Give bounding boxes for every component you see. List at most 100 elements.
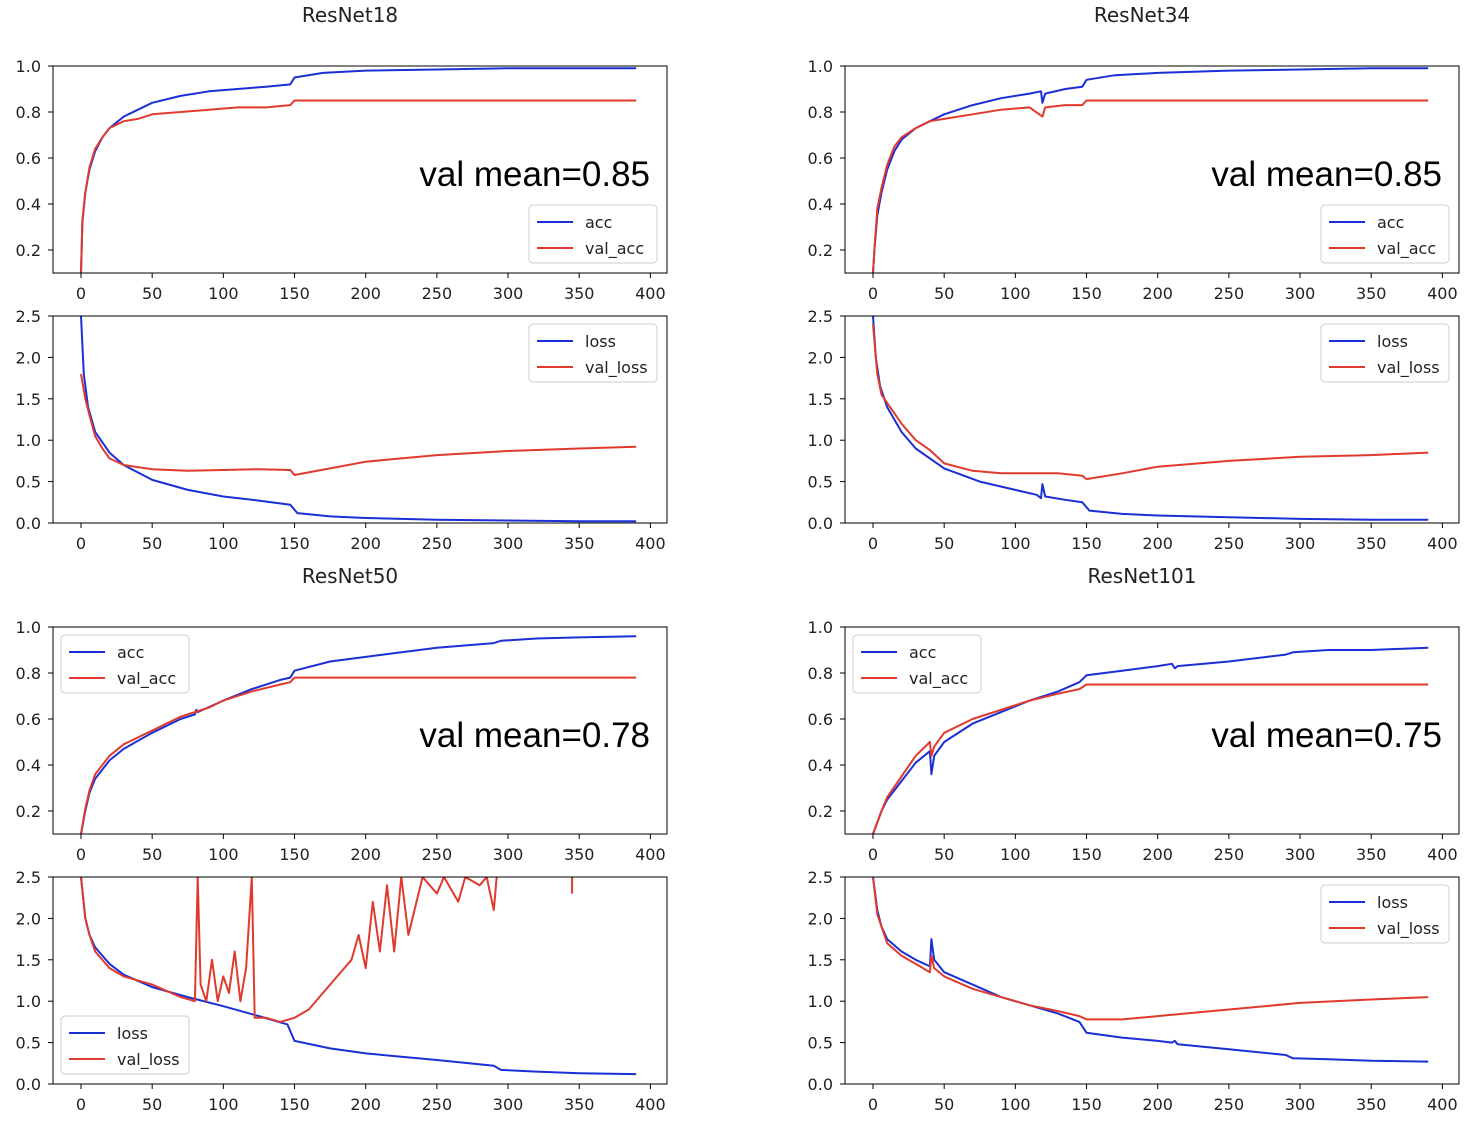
x-tick-label: 0: [868, 534, 878, 553]
x-tick-label: 350: [564, 534, 595, 553]
legend: acc val_acc: [60, 634, 190, 694]
x-tick-label: 250: [1214, 845, 1245, 864]
y-tick-label: 0.2: [16, 802, 41, 821]
y-tick-label: 1.0: [808, 618, 833, 637]
x-tick-label: 350: [564, 845, 595, 864]
legend-label-val-acc: val_acc: [117, 669, 176, 689]
legend: loss val_loss: [1320, 323, 1450, 383]
val-mean-annotation: val mean=0.85: [1211, 155, 1442, 194]
x-tick-label: 250: [1214, 284, 1245, 303]
x-tick-label: 150: [1071, 845, 1102, 864]
x-tick-label: 300: [493, 534, 524, 553]
legend-label-loss: loss: [585, 332, 616, 351]
x-tick-label: 350: [564, 284, 595, 303]
legend: acc val_acc: [852, 634, 982, 694]
x-tick-label: 150: [279, 1095, 310, 1114]
legend-label-val-acc: val_acc: [1377, 239, 1436, 259]
x-tick-label: 100: [208, 284, 239, 303]
legend: loss val_loss: [528, 323, 658, 383]
y-tick-label: 2.5: [808, 868, 833, 887]
axes-frame: [52, 876, 668, 1085]
acc-panel: 0 50 100 150 200 250 300 350 400 0.2 0.4 0.6 0.8 1.0 a…: [16, 57, 668, 303]
loss-panel: 0 50 100 150 200 250 300 350 400 0.0 0.5 1.0 1.5 2.0 2…: [808, 307, 1460, 553]
axes-frame: [844, 876, 1460, 1085]
legend-label-val-loss: val_loss: [117, 1050, 180, 1070]
x-tick-label: 400: [1427, 1095, 1458, 1114]
x-tick-label: 0: [76, 1095, 86, 1114]
y-tick-label: 1.0: [808, 431, 833, 450]
series-line-loss: [872, 877, 1429, 1063]
x-tick-label: 250: [1214, 534, 1245, 553]
y-tick-label: 0.5: [808, 1034, 833, 1053]
y-tick-label: 0.6: [808, 710, 833, 729]
series-line-loss: [80, 316, 637, 523]
legend-label-loss: loss: [117, 1024, 148, 1043]
acc-panel: 0 50 100 150 200 250 300 350 400 0.2 0.4 0.6 0.8 1.0 a…: [16, 618, 668, 864]
val-mean-annotation: val mean=0.75: [1211, 716, 1442, 755]
acc-panel: 0 50 100 150 200 250 300 350 400 0.2 0.4 0.6 0.8 1.0 a…: [808, 618, 1460, 864]
y-tick-label: 1.5: [16, 390, 41, 409]
axes-frame: [52, 315, 668, 524]
x-tick-label: 0: [868, 845, 878, 864]
axes-frame: [52, 626, 668, 835]
x-tick-label: 150: [279, 845, 310, 864]
y-tick-label: 0.0: [16, 1075, 41, 1094]
x-tick-label: 100: [208, 534, 239, 553]
y-tick-label: 0.4: [16, 195, 41, 214]
x-tick-label: 400: [635, 534, 666, 553]
x-tick-label: 150: [1071, 284, 1102, 303]
x-tick-label: 350: [1356, 284, 1387, 303]
y-tick-label: 0.0: [16, 514, 41, 533]
legend-label-acc: acc: [585, 213, 612, 232]
y-tick-label: 2.0: [808, 348, 833, 367]
x-tick-label: 50: [934, 284, 954, 303]
x-tick-label: 200: [1142, 284, 1173, 303]
chart-title: ResNet18: [302, 3, 398, 27]
y-tick-label: 1.0: [16, 992, 41, 1011]
axes-frame: [52, 65, 668, 274]
x-tick-label: 150: [1071, 534, 1102, 553]
chart-resnet34: ResNet34 0 50 100 150 200 250 300 350 400 0.2 0.4 0.…: [808, 3, 1460, 553]
x-tick-label: 200: [1142, 845, 1173, 864]
x-tick-label: 100: [1000, 845, 1031, 864]
x-tick-label: 300: [1285, 845, 1316, 864]
x-tick-label: 0: [868, 1095, 878, 1114]
x-tick-label: 150: [279, 534, 310, 553]
x-tick-label: 200: [350, 845, 381, 864]
x-tick-label: 250: [422, 284, 453, 303]
legend-label-val-loss: val_loss: [585, 358, 648, 378]
axes-frame: [844, 626, 1460, 835]
y-tick-label: 0.6: [16, 149, 41, 168]
x-tick-label: 50: [934, 845, 954, 864]
x-tick-label: 300: [493, 845, 524, 864]
legend: loss val_loss: [60, 1015, 190, 1075]
x-tick-label: 200: [350, 534, 381, 553]
x-tick-label: 300: [493, 1095, 524, 1114]
x-tick-label: 50: [142, 284, 162, 303]
series-line-val-loss: [872, 324, 1429, 481]
chart-resnet18: ResNet18 0 50 100 150 200 250 300 350 400 0.2 0.4 0.…: [16, 3, 668, 553]
chart-title: ResNet101: [1087, 564, 1196, 588]
x-tick-label: 200: [1142, 1095, 1173, 1114]
legend-label-loss: loss: [1377, 893, 1408, 912]
x-tick-label: 250: [422, 845, 453, 864]
x-tick-label: 100: [208, 1095, 239, 1114]
series-line-val-acc: [80, 99, 637, 273]
x-tick-label: 300: [1285, 1095, 1316, 1114]
x-tick-label: 300: [1285, 534, 1316, 553]
y-tick-label: 0.2: [808, 241, 833, 260]
y-tick-label: 0.2: [808, 802, 833, 821]
y-tick-label: 2.5: [16, 307, 41, 326]
y-tick-label: 0.4: [808, 756, 833, 775]
series-line-val-acc: [872, 99, 1429, 273]
y-tick-label: 0.2: [16, 241, 41, 260]
y-tick-label: 0.0: [808, 1075, 833, 1094]
y-tick-label: 0.8: [808, 664, 833, 683]
x-tick-label: 0: [76, 534, 86, 553]
x-tick-label: 250: [1214, 1095, 1245, 1114]
series-line-val-loss: [80, 877, 498, 1023]
x-tick-label: 400: [1427, 284, 1458, 303]
chart-title: ResNet50: [302, 564, 398, 588]
y-tick-label: 1.5: [808, 390, 833, 409]
x-tick-label: 400: [635, 284, 666, 303]
